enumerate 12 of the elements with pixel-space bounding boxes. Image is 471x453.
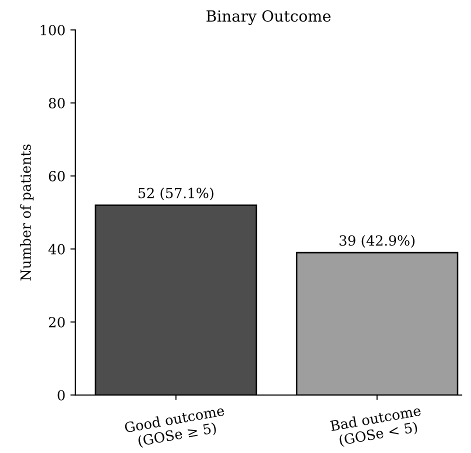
y-tick-label: 100: [40, 24, 65, 36]
data-label: 52 (57.1%): [138, 188, 214, 200]
y-tick-label: 80: [48, 98, 65, 108]
y-tick-label: 0: [58, 390, 65, 400]
y-tick-label: 20: [48, 316, 65, 328]
y-tick-label: 40: [48, 244, 65, 254]
y-axis-title: Number of patients: [20, 144, 34, 280]
x-tick-label: Good outcome (GOSe ≥ 5): [124, 404, 225, 448]
x-tick-label: Bad outcome (GOSe < 5): [330, 404, 422, 448]
chart-title: Binary Outcome: [206, 10, 331, 25]
data-label: 39 (42.9%): [340, 235, 415, 248]
y-tick-label: 60: [48, 170, 65, 182]
